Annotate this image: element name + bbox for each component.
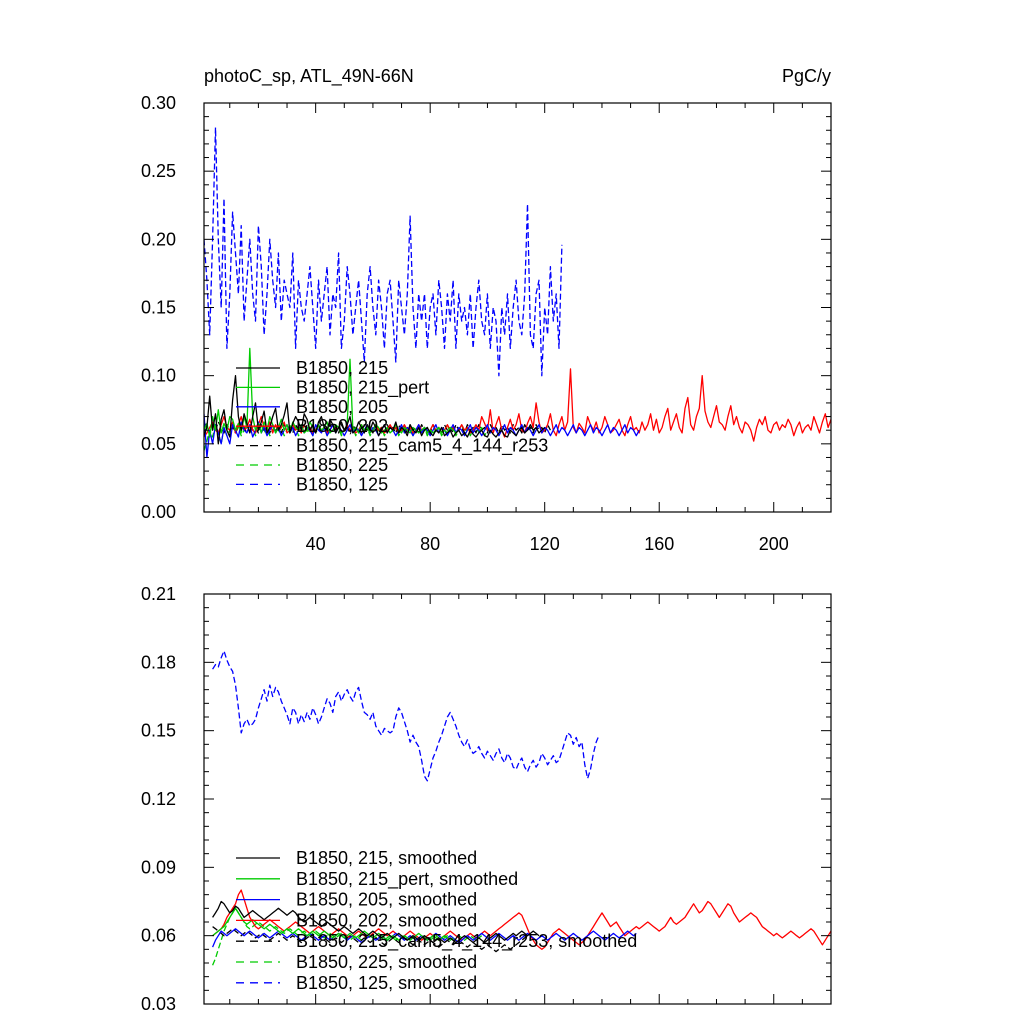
legend-label: B1850, 125 [296, 474, 388, 494]
y-tick-label: 0.15 [141, 721, 176, 741]
x-tick-label: 200 [759, 534, 789, 554]
x-tick-label: 120 [530, 534, 560, 554]
top-panel-title: photoC_sp, ATL_49N-66N [204, 66, 414, 87]
legend-label: B1850, 215_pert, smoothed [296, 869, 518, 890]
y-tick-label: 0.09 [141, 857, 176, 877]
top-panel: photoC_sp, ATL_49N-66N PgC/y 0.00 0.05 0.1… [141, 66, 832, 554]
y-tick-label: 0.15 [141, 298, 176, 318]
x-tick-label: 160 [644, 534, 674, 554]
legend-label: B1850, 125, smoothed [296, 973, 477, 993]
legend-label: B1850, 202 [296, 416, 388, 436]
y-tick-label: 0.30 [141, 93, 176, 113]
bottom-panel: 0.03 0.06 0.09 0.12 0.15 0.18 0.21 B1850, 215,… [141, 584, 832, 1014]
legend-label: B1850, 225, smoothed [296, 952, 477, 972]
legend-label: B1850, 215_cam5_4_144_r253 [296, 436, 548, 457]
y-tick-label: 0.21 [141, 584, 176, 604]
series-line [212, 889, 831, 950]
legend-label: B1850, 205 [296, 397, 388, 417]
top-panel-series [204, 126, 831, 459]
series-line [204, 375, 546, 445]
series-line [204, 126, 563, 377]
x-tick-label: 80 [420, 534, 440, 554]
x-tick-label: 40 [306, 534, 326, 554]
y-tick-label: 0.03 [141, 994, 176, 1014]
top-panel-ticks: 0.00 0.05 0.10 0.15 0.20 0.25 0.30 40 80 120 160 20… [141, 93, 831, 554]
series-line [212, 907, 454, 941]
y-tick-label: 0.12 [141, 789, 176, 809]
bottom-panel-ticks: 0.03 0.06 0.09 0.12 0.15 0.18 0.21 [141, 584, 831, 1014]
legend-label: B1850, 225 [296, 455, 388, 475]
y-tick-label: 0.06 [141, 926, 176, 946]
y-tick-label: 0.05 [141, 434, 176, 454]
y-tick-label: 0.00 [141, 502, 176, 522]
y-tick-label: 0.10 [141, 366, 176, 386]
series-line [212, 900, 540, 944]
top-panel-units: PgC/y [782, 66, 831, 86]
series-line [212, 926, 528, 953]
y-tick-label: 0.20 [141, 229, 176, 249]
legend-label: B1850, 215_cam5_4_144_r253, smoothed [296, 931, 637, 952]
series-line [212, 650, 600, 782]
legend-label: B1850, 205, smoothed [296, 890, 477, 910]
y-tick-label: 0.18 [141, 652, 176, 672]
bottom-panel-series [212, 650, 831, 966]
legend-label: B1850, 215 [296, 358, 388, 378]
legend-label: B1850, 215, smoothed [296, 848, 477, 868]
legend-label: B1850, 202, smoothed [296, 910, 477, 930]
y-tick-label: 0.25 [141, 161, 176, 181]
legend-label: B1850, 215_pert [296, 377, 429, 398]
